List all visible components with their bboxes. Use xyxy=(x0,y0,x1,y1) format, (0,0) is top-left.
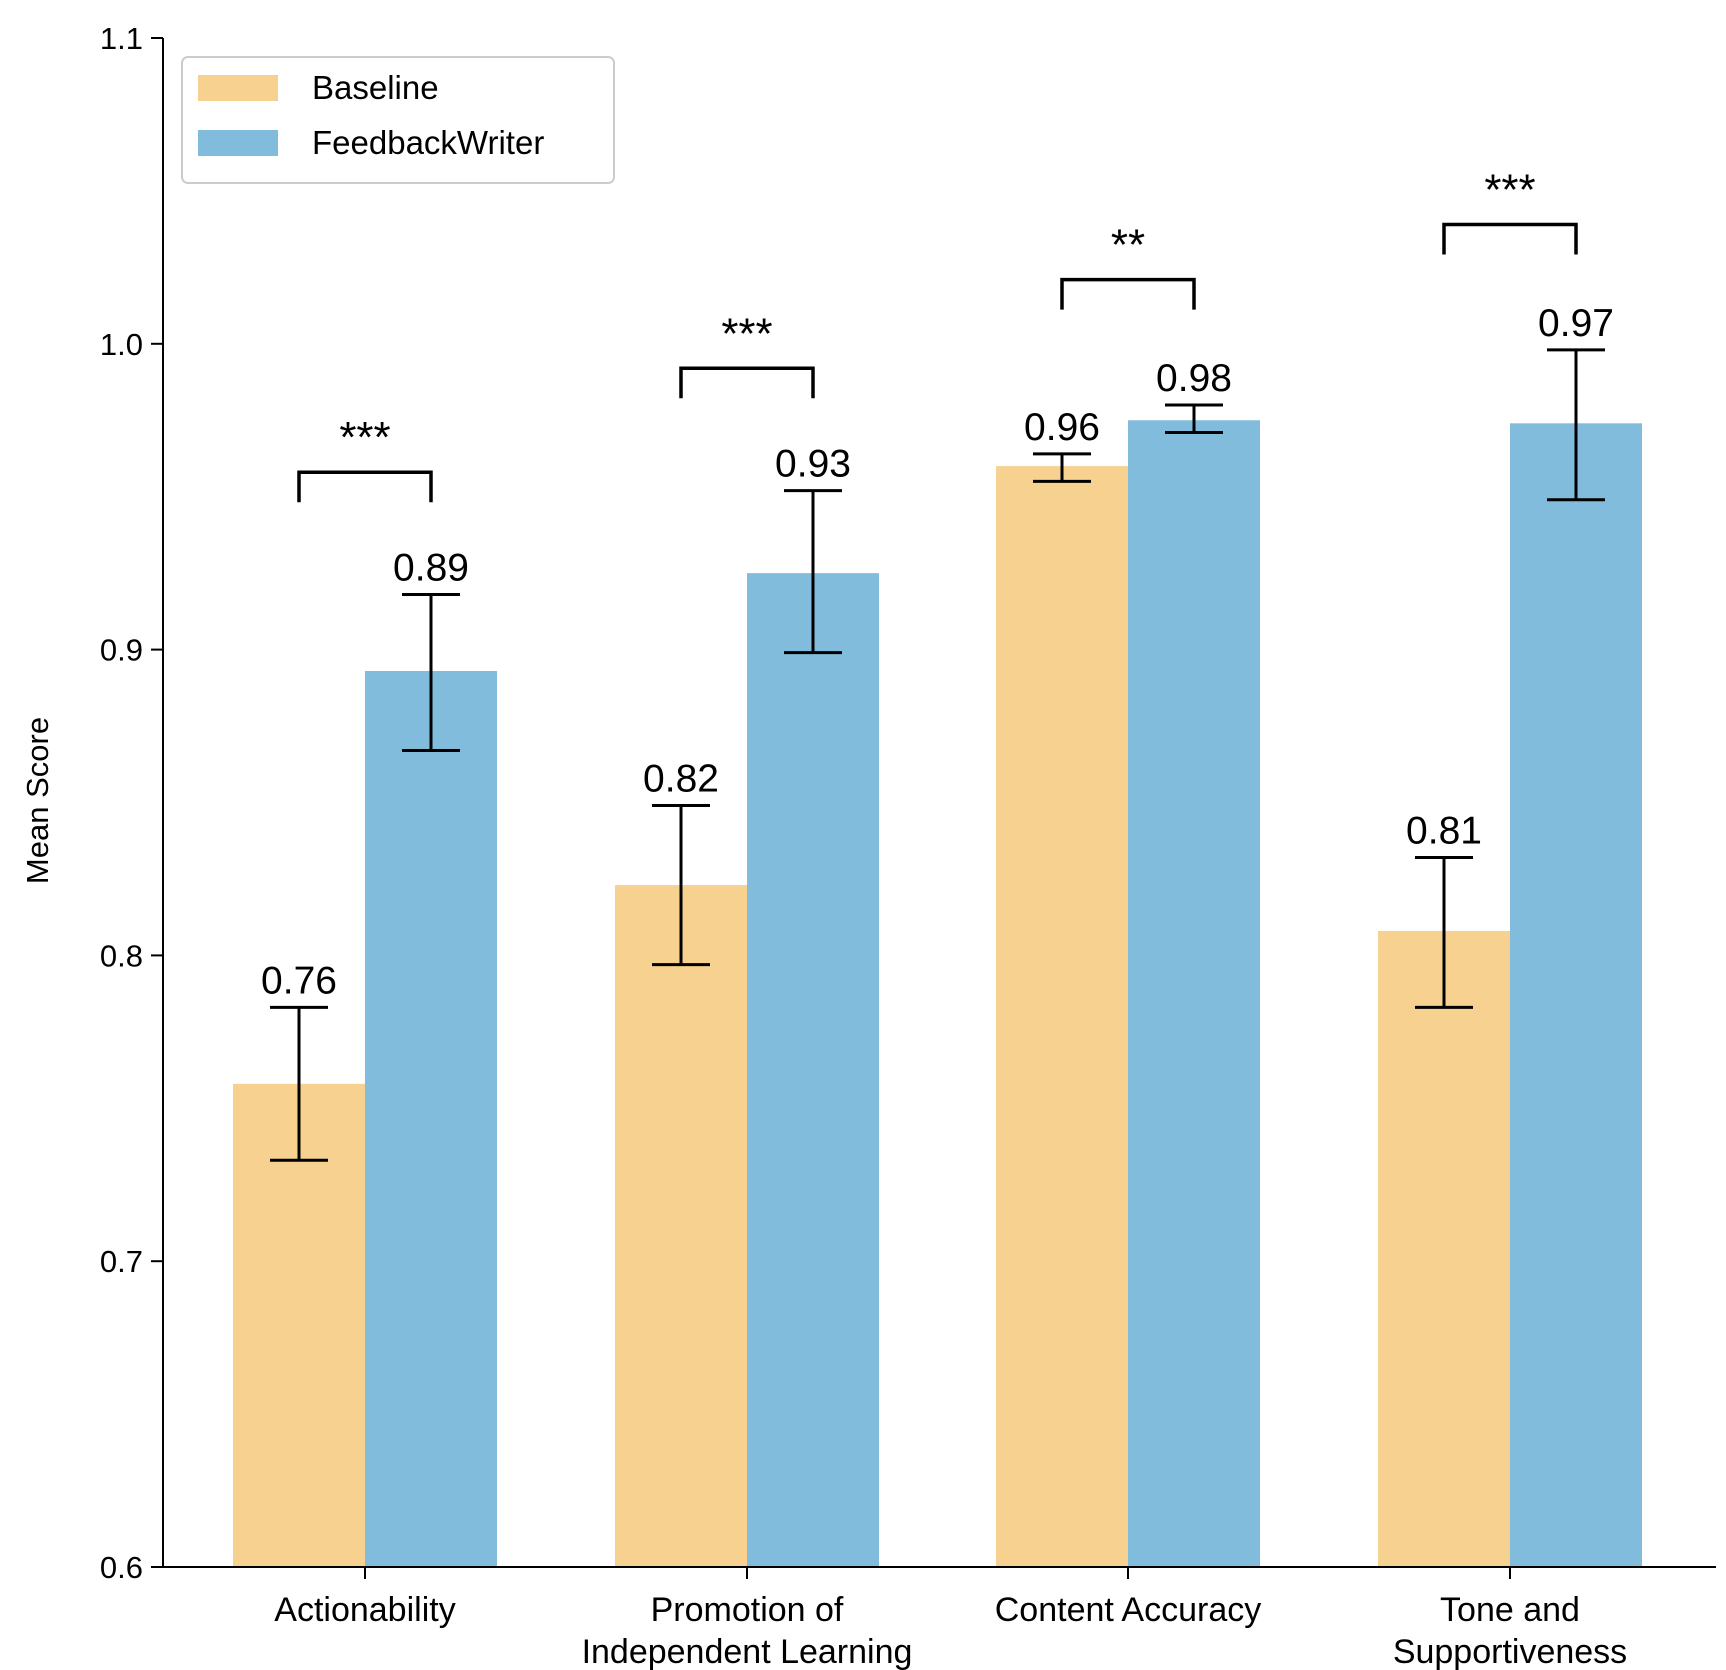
x-tick-label: Promotion of xyxy=(651,1591,844,1629)
significance-stars: ** xyxy=(1111,221,1145,270)
legend-frame xyxy=(181,56,615,184)
bar-baseline xyxy=(615,885,747,1567)
bars-layer xyxy=(233,420,1642,1568)
error-bar xyxy=(1033,452,1091,483)
significance-layer: *********** xyxy=(297,166,1578,503)
error-bar xyxy=(402,593,460,753)
error-bars-layer xyxy=(270,348,1605,1162)
y-tick-label: 0.6 xyxy=(100,1550,143,1585)
legend-label: FeedbackWriter xyxy=(312,124,544,161)
y-tick-label: 0.7 xyxy=(100,1244,143,1279)
error-bar xyxy=(784,489,842,655)
value-label: 0.76 xyxy=(261,959,337,1002)
value-label: 0.93 xyxy=(775,443,851,486)
value-label: 0.97 xyxy=(1538,302,1614,345)
value-label: 0.82 xyxy=(643,758,719,801)
bar-baseline xyxy=(996,466,1128,1567)
significance-stars: *** xyxy=(721,309,772,358)
bar-baseline xyxy=(1378,930,1510,1567)
y-tick-label: 0.9 xyxy=(100,633,143,668)
significance-stars: *** xyxy=(1484,166,1535,215)
significance-bracket xyxy=(1442,222,1578,255)
error-bar xyxy=(1415,856,1473,1009)
x-tick-label: Independent Learning xyxy=(582,1633,913,1670)
significance-bracket xyxy=(1060,277,1196,310)
error-bar xyxy=(1547,348,1605,502)
x-tick-label: Actionability xyxy=(274,1591,455,1629)
error-bar xyxy=(1165,403,1223,434)
value-label: 0.81 xyxy=(1406,810,1482,853)
error-bar xyxy=(652,804,710,967)
value-labels-layer: 0.76 0.82 0.96 0.81 0.89 0.93 0.98 0.97 xyxy=(261,302,1614,1002)
legend-swatch xyxy=(198,75,278,101)
bar-feedbackwriter xyxy=(365,671,497,1567)
x-tick-label: Tone and xyxy=(1440,1591,1580,1629)
legend-swatch xyxy=(198,130,278,156)
y-tick-label: 0.8 xyxy=(100,938,143,973)
y-tick-label: 1.1 xyxy=(100,21,143,56)
legend: Baseline FeedbackWriter xyxy=(181,56,615,184)
bar-feedbackwriter xyxy=(1128,420,1260,1567)
x-tick-label: Content Accuracy xyxy=(995,1591,1261,1629)
significance-bracket xyxy=(679,366,815,399)
bar-feedbackwriter xyxy=(1510,423,1642,1568)
significance-stars: *** xyxy=(339,413,390,462)
y-axis-title: Mean Score xyxy=(20,717,55,884)
value-label: 0.96 xyxy=(1024,406,1100,449)
legend-label: Baseline xyxy=(312,69,439,106)
x-tick-label: Supportiveness xyxy=(1393,1633,1627,1670)
value-label: 0.89 xyxy=(393,547,469,590)
error-bar xyxy=(270,1005,328,1162)
axes: 0.6 0.7 0.8 0.9 1.0 1.1 Mean Score Actionabilit… xyxy=(20,21,1716,1670)
value-label: 0.98 xyxy=(1156,357,1232,400)
significance-bracket xyxy=(297,470,433,503)
bar-feedbackwriter xyxy=(747,573,879,1567)
y-tick-label: 1.0 xyxy=(100,327,143,362)
bar-baseline xyxy=(233,1083,365,1567)
